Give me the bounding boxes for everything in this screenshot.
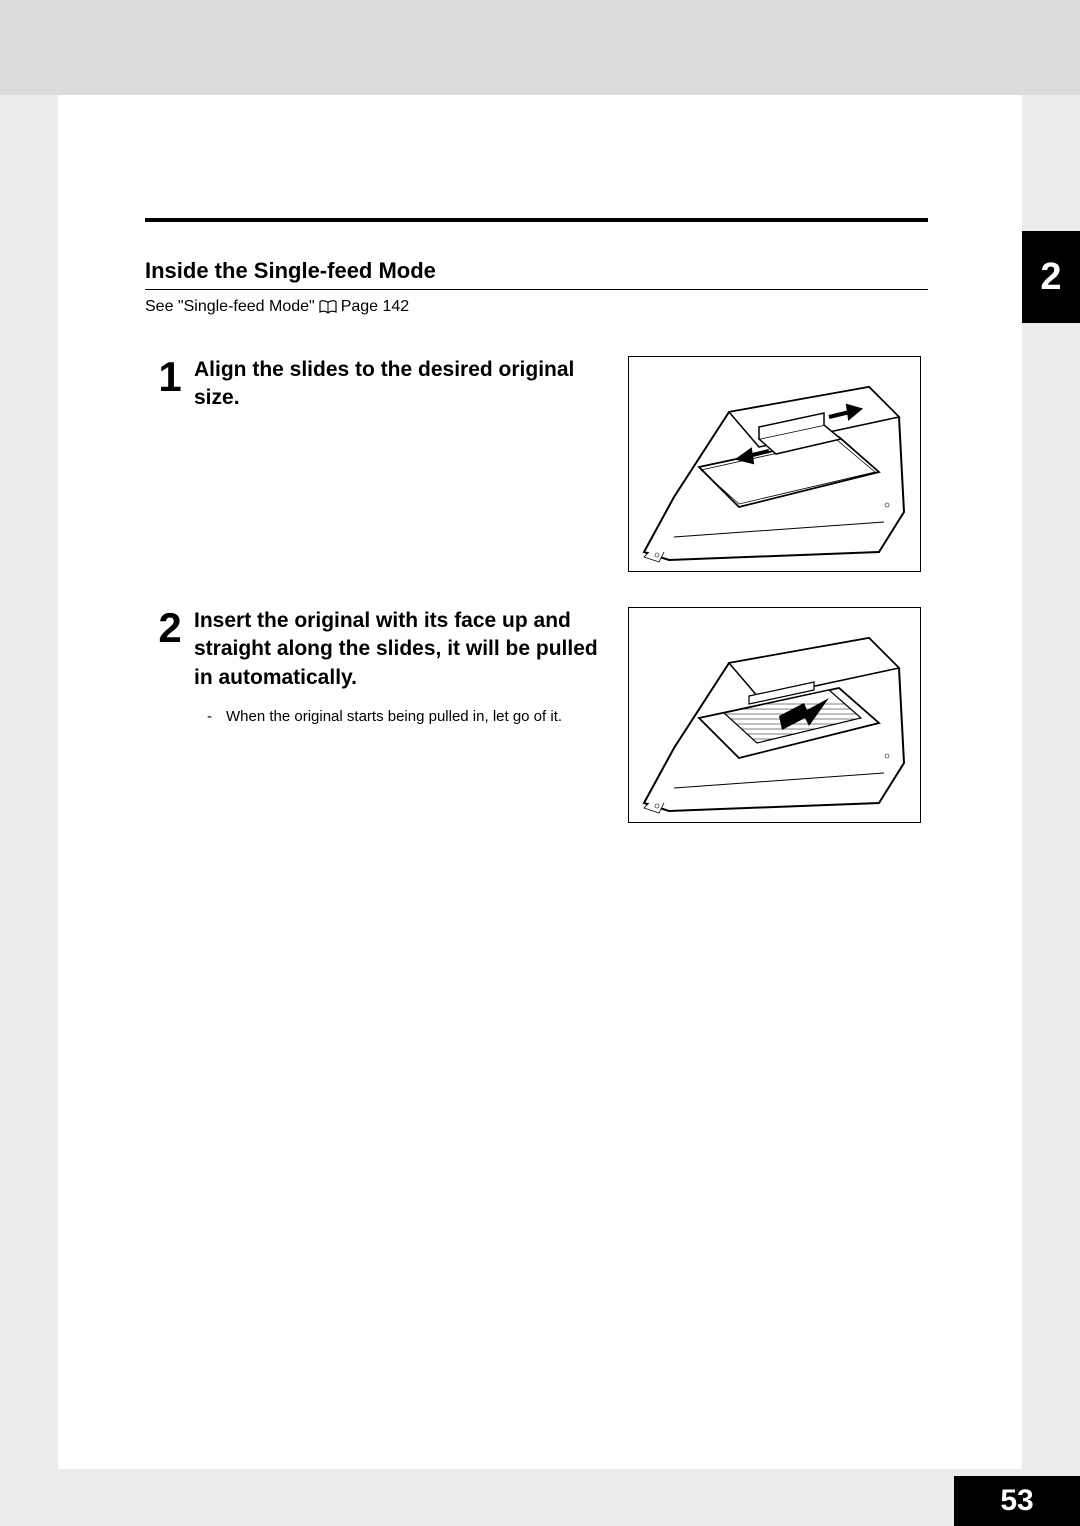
see-reference-page: Page 142 [341, 298, 410, 316]
bullet-dash: - [207, 708, 212, 725]
section-title: Inside the Single-feed Mode [145, 258, 436, 284]
page-number: 53 [954, 1476, 1080, 1526]
step-2-bullet-1: - When the original starts being pulled … [207, 708, 562, 725]
step-2-number: 2 [156, 607, 184, 649]
step-1-heading: Align the slides to the desired original… [194, 356, 614, 413]
see-reference-line: See "Single-feed Mode" Page 142 [145, 298, 409, 316]
step-1: 1 Align the slides to the desired origin… [156, 356, 614, 413]
step-2: 2 Insert the original with its face up a… [156, 607, 614, 692]
see-reference-prefix: See "Single-feed Mode" [145, 298, 315, 316]
step-2-heading: Insert the original with its face up and… [194, 607, 614, 692]
step-1-number: 1 [156, 356, 184, 398]
book-icon [319, 300, 337, 314]
header-gray-band [0, 0, 1080, 95]
page-content: Inside the Single-feed Mode See "Single-… [58, 95, 1022, 1469]
diagram-step-2 [628, 607, 921, 823]
rule-under-title [145, 289, 928, 290]
diagram-step-1 [628, 356, 921, 572]
rule-header-thick [145, 218, 928, 222]
step-2-bullet-1-text: When the original starts being pulled in… [226, 708, 562, 725]
chapter-tab: 2 [1022, 231, 1080, 323]
